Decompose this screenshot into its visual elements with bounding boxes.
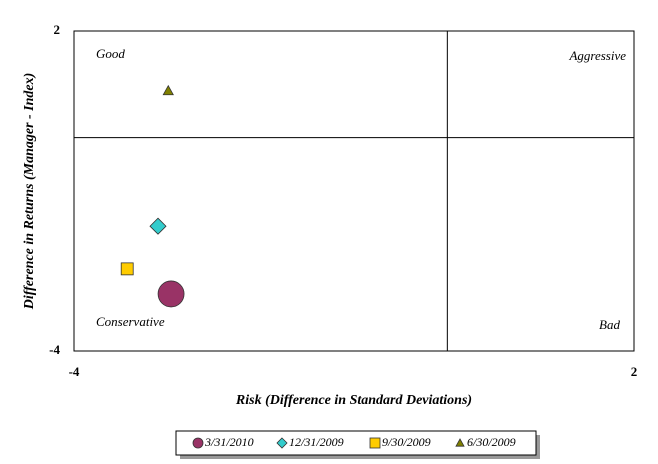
- annotation: Aggressive: [568, 48, 626, 63]
- annotation: Conservative: [96, 314, 165, 329]
- plot-area: [73, 30, 635, 352]
- annotation: Good: [96, 46, 125, 61]
- point: [162, 84, 174, 96]
- legend-label: 6/30/2009: [467, 435, 516, 449]
- legend-marker: [276, 437, 288, 449]
- legend-marker: [192, 437, 204, 449]
- legend-label: 12/31/2009: [289, 435, 344, 449]
- legend: [175, 430, 537, 456]
- x-tick-label: 2: [631, 364, 638, 379]
- legend-marker: [455, 438, 465, 447]
- point: [157, 280, 185, 308]
- legend-label: 3/31/2010: [204, 435, 254, 449]
- y-tick-label: -4: [49, 342, 60, 357]
- x-tick-label: -4: [69, 364, 80, 379]
- y-tick-label: 2: [54, 22, 61, 37]
- point: [120, 262, 134, 276]
- legend-label: 9/30/2009: [382, 435, 431, 449]
- x-axis-label: Risk (Difference in Standard Deviations): [235, 393, 472, 408]
- legend-marker: [369, 437, 381, 449]
- annotation: Bad: [599, 317, 620, 332]
- y-axis-label: Difference in Returns (Manager - Index): [22, 73, 37, 311]
- point: [149, 217, 167, 235]
